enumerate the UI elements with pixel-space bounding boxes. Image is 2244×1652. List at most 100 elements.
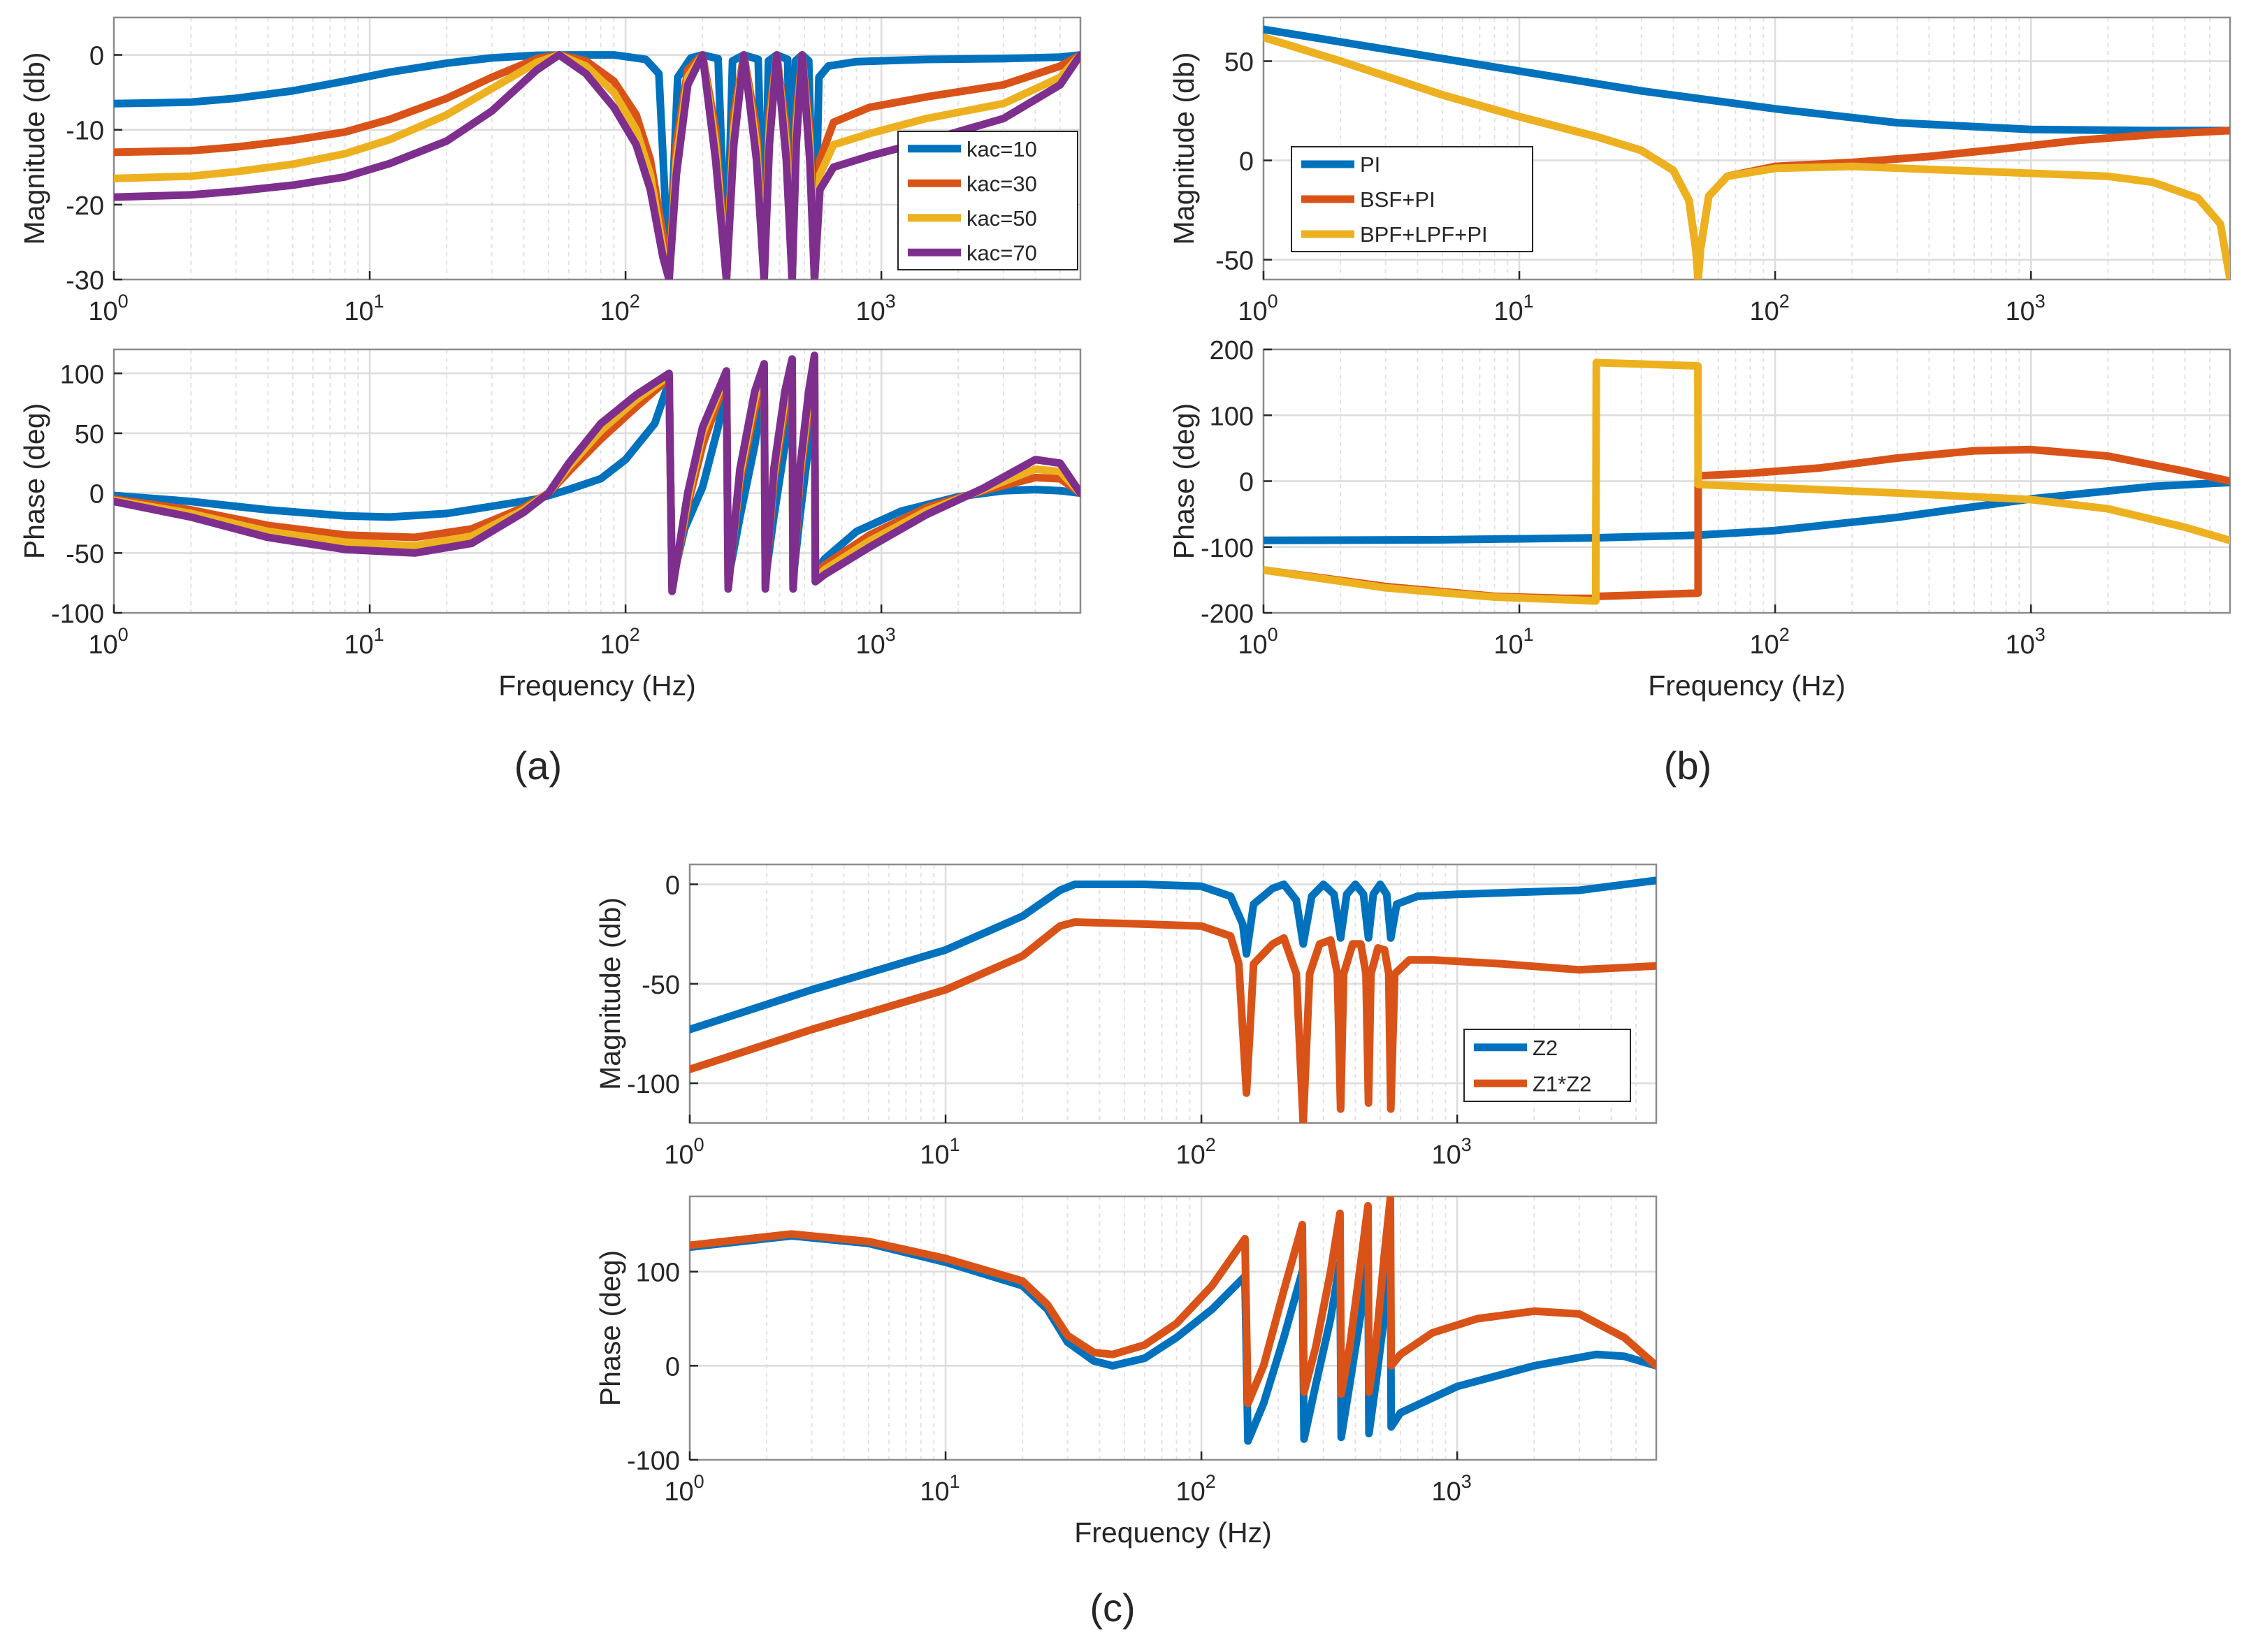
x-tick-exponent: 0 (694, 1134, 704, 1155)
y-tick-label: 50 (75, 420, 104, 449)
x-tick-exponent: 3 (2035, 291, 2046, 312)
y-tick-label: 200 (1210, 336, 1254, 365)
y-tick-label: 0 (89, 42, 104, 71)
y-axis-label: Magnitude (db) (18, 52, 50, 245)
x-tick-label: 101 (344, 624, 384, 660)
series-group (1264, 25, 2230, 280)
y-tick-label: -100 (51, 600, 104, 629)
series-group (114, 352, 1080, 595)
x-tick-exponent: 1 (374, 624, 384, 645)
x-tick-label: 103 (855, 291, 895, 326)
y-tick-label: 0 (89, 480, 104, 509)
x-tick-exponent: 3 (885, 624, 896, 645)
y-tick-label: -20 (66, 191, 104, 221)
x-tick-exponent: 1 (1523, 291, 1534, 312)
y-tick-label: -200 (1201, 600, 1254, 629)
legend-entry: Z1*Z2 (1533, 1071, 1591, 1096)
y-tick-label: 0 (665, 1352, 680, 1382)
series-line-3 (1264, 358, 2230, 605)
y-axis-label: Magnitude (db) (1168, 52, 1200, 245)
y-tick-label: 100 (636, 1259, 680, 1288)
axes-box (1262, 16, 2231, 281)
x-tick-label: 100 (664, 1134, 704, 1170)
series-line-2 (690, 1196, 1656, 1407)
y-tick-label: -50 (1215, 247, 1254, 276)
x-tick-exponent: 0 (1268, 624, 1278, 645)
x-tick-exponent: 3 (885, 291, 896, 312)
panel-label-c: (c) (1090, 1586, 1135, 1630)
y-tick-label: -10 (66, 117, 104, 146)
x-axis-label: Frequency (Hz) (1648, 669, 1846, 702)
x-tick-exponent: 2 (630, 291, 640, 312)
x-tick-exponent: 1 (374, 291, 384, 312)
x-tick-exponent: 2 (630, 624, 640, 645)
y-tick-label: 50 (1224, 48, 1254, 78)
x-axis-label: Frequency (Hz) (498, 669, 696, 702)
legend: kac=10 kac=30 kac=50 kac=70 (897, 131, 1078, 270)
legend-box (1463, 1029, 1631, 1102)
legend-box (897, 131, 1078, 270)
y-tick-label: -50 (66, 539, 104, 569)
x-tick-label: 102 (1749, 624, 1789, 660)
y-axis-label: Magnitude (db) (594, 897, 626, 1090)
y-axis-label: Phase (deg) (1168, 403, 1200, 559)
series-group (114, 51, 1080, 280)
y-tick-label: -100 (627, 1070, 680, 1099)
series-group (690, 1196, 1656, 1445)
x-tick-exponent: 1 (950, 1134, 960, 1155)
x-tick-exponent: 0 (118, 291, 129, 312)
y-axis-label: Phase (deg) (18, 403, 50, 559)
x-tick-exponent: 0 (694, 1471, 704, 1492)
legend: Z2 Z1*Z2 (1463, 1029, 1631, 1102)
legend-entry: kac=50 (967, 206, 1037, 231)
series-line-1 (690, 876, 1656, 1034)
legend-entry: BPF+LPF+PI (1360, 222, 1488, 247)
series-line-1 (1264, 25, 2230, 135)
y-tick-label: -100 (627, 1447, 680, 1476)
legend-entry: kac=10 (967, 137, 1037, 161)
legend-entry: PI (1360, 152, 1380, 177)
x-tick-exponent: 1 (950, 1471, 960, 1492)
y-tick-label: -30 (66, 266, 104, 296)
series-line-1 (114, 51, 1080, 280)
series-group (1264, 358, 2230, 605)
series-line-2 (690, 918, 1656, 1123)
axes-box (688, 863, 1658, 1124)
legend: PI BSF+PI BPF+LPF+PI (1291, 146, 1533, 252)
x-tick-exponent: 0 (1268, 291, 1278, 312)
series-group (690, 876, 1656, 1123)
y-tick-label: -100 (1201, 534, 1254, 563)
x-tick-exponent: 0 (118, 624, 129, 645)
x-tick-label: 100 (88, 624, 128, 660)
legend-entry: Z2 (1533, 1036, 1558, 1060)
x-tick-label: 101 (920, 1134, 960, 1170)
y-tick-label: 100 (60, 360, 104, 389)
y-tick-label: 0 (1239, 468, 1254, 498)
x-tick-label: 102 (1175, 1471, 1215, 1507)
panel-label-a: (a) (514, 744, 562, 788)
x-tick-label: 101 (344, 291, 384, 326)
y-tick-label: -50 (642, 971, 680, 1000)
y-tick-label: 0 (1239, 147, 1254, 177)
x-tick-exponent: 2 (1779, 291, 1790, 312)
x-tick-exponent: 1 (1523, 624, 1534, 645)
series-line-1 (114, 377, 1080, 587)
x-tick-exponent: 2 (1779, 624, 1790, 645)
series-line-4 (114, 352, 1080, 595)
legend-entry: kac=70 (967, 240, 1037, 265)
y-tick-label: 0 (665, 871, 680, 900)
x-axis-label: Frequency (Hz) (1074, 1516, 1272, 1549)
legend-entry: BSF+PI (1360, 187, 1435, 212)
series-line-3 (1264, 33, 2230, 280)
y-tick-label: 100 (1210, 402, 1254, 431)
series-line-4 (114, 51, 1080, 280)
y-axis-label: Phase (deg) (594, 1250, 626, 1406)
axes-box (688, 1195, 1658, 1461)
x-tick-exponent: 3 (1461, 1134, 1472, 1155)
